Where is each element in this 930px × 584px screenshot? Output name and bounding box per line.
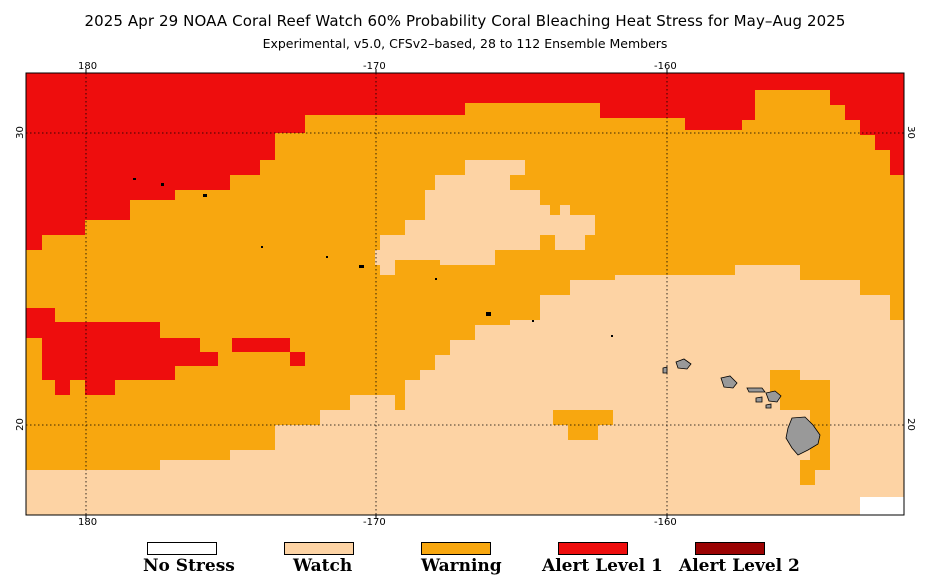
legend-label-alert1: Alert Level 1 xyxy=(542,556,663,576)
island-molokai xyxy=(746,387,766,393)
nw-hawaiian-islands xyxy=(133,178,613,337)
legend-label-no-stress: No Stress xyxy=(143,556,235,576)
alert1-patch xyxy=(232,338,290,352)
lon-label-bottom-160: -160 xyxy=(654,517,677,528)
watch-patch-north xyxy=(375,160,595,275)
watch-region xyxy=(26,265,904,515)
island-kahoolawe xyxy=(765,403,772,409)
alert1-region-north xyxy=(26,73,904,250)
island-maui xyxy=(765,390,782,403)
hawaiian-islands xyxy=(662,358,821,456)
island-lanai xyxy=(755,396,763,403)
legend-swatch-alert1 xyxy=(558,542,628,555)
map-subtitle: Experimental, v5.0, CFSv2–based, 28 to 1… xyxy=(262,36,668,51)
legend-swatch-alert2 xyxy=(695,542,765,555)
graticule xyxy=(26,73,904,515)
lon-label-top-160: -160 xyxy=(654,61,677,72)
lon-label-bottom-180: 180 xyxy=(78,517,98,528)
legend-label-alert2: Alert Level 2 xyxy=(679,556,800,576)
alert1-patch-small xyxy=(290,352,305,366)
tick-marks xyxy=(85,69,668,519)
legend-label-watch: Watch xyxy=(293,556,353,576)
map-frame xyxy=(25,72,905,516)
legend-swatch-no-stress xyxy=(147,542,217,555)
alert1-region-west xyxy=(26,308,218,395)
lon-label-top-170: -170 xyxy=(363,61,386,72)
island-kauai xyxy=(675,358,692,370)
legend: No Stress Watch Warning Alert Level 1 Al… xyxy=(0,540,930,580)
lat-label-right-20: 20 xyxy=(904,418,916,431)
legend-swatch-watch xyxy=(284,542,354,555)
island-niihau xyxy=(662,366,668,374)
lat-label-right-30: 30 xyxy=(904,126,916,139)
lon-label-top-180: 180 xyxy=(78,61,98,72)
legend-swatch-warning xyxy=(421,542,491,555)
no-stress-patch xyxy=(860,497,904,515)
warning-patch-hawaii xyxy=(770,370,830,485)
map-title: 2025 Apr 29 NOAA Coral Reef Watch 60% Pr… xyxy=(84,12,846,30)
lon-label-bottom-170: -170 xyxy=(363,517,386,528)
island-oahu xyxy=(720,375,738,389)
lat-label-left-30: 30 xyxy=(14,126,26,139)
island-hawaii xyxy=(785,416,821,456)
legend-label-warning: Warning xyxy=(421,556,502,576)
lat-label-left-20: 20 xyxy=(14,418,26,431)
